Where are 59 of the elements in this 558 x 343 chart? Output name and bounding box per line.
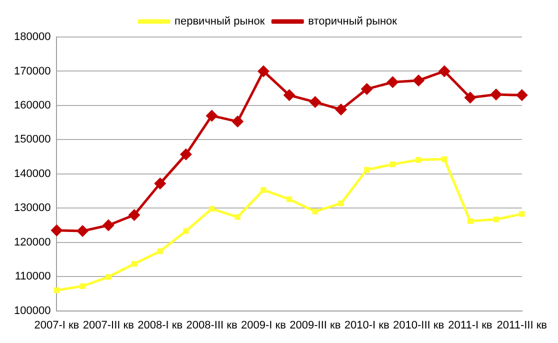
point: [334, 104, 347, 116]
point: [438, 65, 450, 78]
point: [157, 248, 163, 254]
point: [183, 228, 189, 234]
point: [390, 161, 396, 168]
y-tick-label: 170000: [14, 65, 51, 78]
point: [283, 89, 296, 102]
point: [493, 216, 499, 222]
point: [338, 200, 344, 206]
y-tick-label: 100000: [14, 304, 51, 317]
point: [180, 148, 192, 160]
x-tick-label: 2011-III кв: [496, 319, 548, 332]
point: [260, 187, 266, 193]
point: [257, 65, 270, 78]
x-tick-label: 2009-I кв: [241, 319, 286, 332]
point: [442, 156, 448, 162]
point: [76, 225, 89, 238]
point: [234, 214, 240, 220]
y-tick-label: 120000: [14, 236, 51, 248]
point: [232, 116, 244, 128]
point: [467, 218, 474, 224]
point: [516, 89, 528, 102]
point: [464, 92, 476, 104]
legend-label: первичный рынок: [174, 16, 265, 28]
point: [54, 287, 60, 294]
point: [309, 96, 322, 108]
point: [360, 83, 373, 96]
x-tick-label: 2009-III кв: [290, 319, 341, 332]
x-tick-label: 2010-III кв: [393, 319, 444, 332]
point: [312, 208, 318, 214]
x-tick-label: 2010-I кв: [344, 319, 390, 332]
y-tick-label: 180000: [14, 31, 51, 44]
point: [386, 76, 399, 88]
point: [106, 274, 112, 280]
x-tick-label: 2008-III кв: [186, 319, 238, 332]
y-tick-label: 110000: [14, 270, 51, 283]
point: [154, 177, 166, 190]
point: [80, 283, 86, 289]
point: [286, 196, 292, 202]
y-tick-label: 140000: [14, 168, 51, 180]
point: [416, 157, 422, 163]
x-tick-label: 2007-I кв: [34, 319, 80, 332]
point: [364, 166, 370, 173]
point: [128, 208, 140, 221]
point: [102, 219, 114, 232]
y-tick-label: 150000: [14, 134, 51, 146]
x-tick-label: 2007-III кв: [82, 319, 134, 332]
point: [208, 206, 215, 212]
y-tick-label: 130000: [14, 202, 51, 214]
point: [50, 224, 63, 236]
point: [412, 74, 425, 86]
y-tick-label: 160000: [14, 99, 51, 112]
point: [206, 110, 218, 122]
legend-label: вторичный рынок: [308, 16, 398, 28]
point: [519, 211, 525, 217]
point: [490, 88, 502, 100]
point: [131, 261, 138, 267]
x-tick-label: 2008-I кв: [138, 319, 183, 332]
x-tick-label: 2011-I кв: [448, 319, 492, 332]
